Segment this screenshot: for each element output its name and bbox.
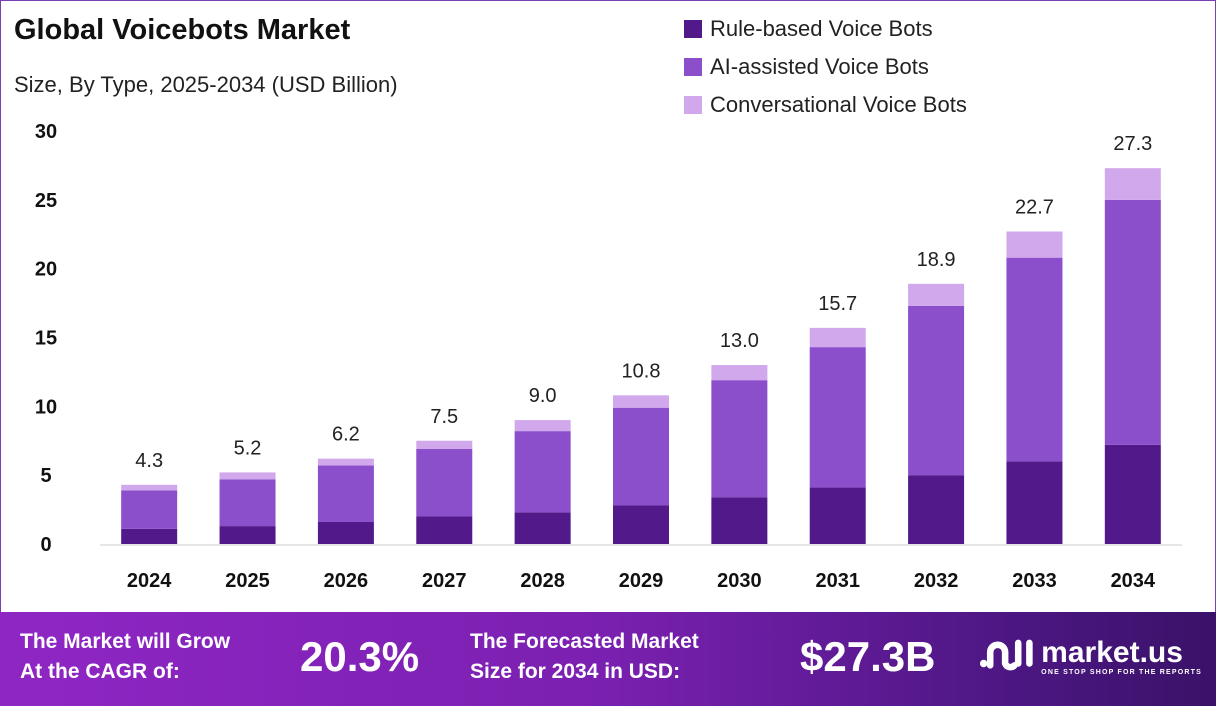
bar-segment-conversational xyxy=(809,327,866,348)
x-tick-label: 2025 xyxy=(225,570,270,592)
market-us-logo: market.us ONE STOP SHOP FOR THE REPORTS xyxy=(979,634,1202,678)
bar-total-label: 10.8 xyxy=(622,360,661,382)
x-tick-label: 2033 xyxy=(1012,570,1057,592)
bar-segment-ai-assisted xyxy=(613,407,669,506)
bar-segment-rule-based xyxy=(219,526,276,544)
bar-segment-conversational xyxy=(613,395,669,408)
cagr-value: 20.3% xyxy=(300,633,420,680)
bar-total-label: 5.2 xyxy=(234,437,262,459)
bar-segment-ai-assisted xyxy=(416,449,473,517)
logo-tagline: ONE STOP SHOP FOR THE REPORTS xyxy=(1041,668,1202,676)
bar-segment-rule-based xyxy=(809,487,866,544)
legend-item-rule-based: Rule-based Voice Bots xyxy=(684,10,967,48)
y-tick-label: 25 xyxy=(35,190,57,212)
bar-segment-rule-based xyxy=(121,528,178,544)
bar-segment-conversational xyxy=(219,472,276,480)
bar-segment-conversational xyxy=(416,440,473,450)
bar-segment-rule-based xyxy=(613,505,669,544)
bar-segment-ai-assisted xyxy=(1006,257,1063,462)
bar-segment-rule-based xyxy=(908,475,965,544)
legend-swatch xyxy=(684,58,702,76)
legend-label: AI-assisted Voice Bots xyxy=(710,54,929,79)
bar-total-label: 18.9 xyxy=(917,249,956,271)
bar-segment-conversational xyxy=(1006,231,1063,258)
bar-segment-conversational xyxy=(121,484,178,491)
bar-segment-conversational xyxy=(908,283,965,306)
bar-segment-ai-assisted xyxy=(1104,199,1161,445)
forecast-label-line: The Forecasted Market xyxy=(470,630,699,653)
chart-plot: 0510152025304.320245.220256.220267.52027… xyxy=(35,121,1182,592)
bar-segment-ai-assisted xyxy=(219,479,276,527)
x-tick-label: 2028 xyxy=(520,570,565,592)
chart-title: Global Voicebots Market xyxy=(14,14,351,46)
y-tick-label: 10 xyxy=(35,396,57,418)
bar-segment-conversational xyxy=(1104,168,1161,200)
legend-swatch xyxy=(684,20,702,38)
x-tick-label: 2034 xyxy=(1111,570,1156,592)
x-tick-label: 2030 xyxy=(717,570,762,592)
y-tick-label: 20 xyxy=(35,259,57,281)
cagr-label-line: At the CAGR of: xyxy=(20,660,180,683)
forecast-label: The Forecasted Market Size for 2034 in US… xyxy=(470,627,699,687)
bar-segment-ai-assisted xyxy=(908,305,965,476)
legend-label: Conversational Voice Bots xyxy=(710,92,967,117)
logo-icon xyxy=(980,639,1033,671)
bar-total-label: 27.3 xyxy=(1113,133,1152,155)
x-tick-label: 2032 xyxy=(914,570,959,592)
bar-segment-conversational xyxy=(317,458,374,466)
x-tick-label: 2026 xyxy=(324,570,369,592)
legend-item-ai-assisted: AI-assisted Voice Bots xyxy=(684,48,967,86)
legend: Rule-based Voice Bots AI-assisted Voice … xyxy=(684,10,967,124)
x-tick-label: 2029 xyxy=(619,570,664,592)
bar-segment-rule-based xyxy=(317,521,374,544)
bar-segment-ai-assisted xyxy=(317,465,374,522)
x-tick-label: 2024 xyxy=(127,570,172,592)
bar-total-label: 6.2 xyxy=(332,424,360,446)
logo-name: market.us xyxy=(1041,635,1183,669)
bar-segment-ai-assisted xyxy=(809,347,866,488)
bar-segment-conversational xyxy=(711,365,768,381)
bar-segment-rule-based xyxy=(1006,461,1063,544)
bar-segment-rule-based xyxy=(1104,444,1161,544)
x-tick-label: 2027 xyxy=(422,570,467,592)
bar-segment-rule-based xyxy=(711,497,768,544)
legend-swatch xyxy=(684,96,702,114)
bar-segment-ai-assisted xyxy=(121,490,178,529)
bar-total-label: 9.0 xyxy=(529,385,557,407)
bar-total-label: 4.3 xyxy=(135,450,163,472)
x-tick-label: 2031 xyxy=(815,570,860,592)
forecast-label-line: Size for 2034 in USD: xyxy=(470,660,681,683)
bar-segment-ai-assisted xyxy=(514,431,571,513)
bar-total-label: 13.0 xyxy=(720,330,759,352)
bar-segment-conversational xyxy=(514,420,571,432)
y-tick-label: 30 xyxy=(35,121,57,143)
cagr-label: The Market will Grow At the CAGR of: xyxy=(20,627,230,687)
bar-segment-ai-assisted xyxy=(711,380,768,498)
bar-segment-rule-based xyxy=(514,512,571,544)
bar-total-label: 7.5 xyxy=(430,406,458,428)
footer-banner: The Market will Grow At the CAGR of: 20.3… xyxy=(0,612,1216,706)
y-tick-label: 5 xyxy=(40,465,51,487)
legend-item-conversational: Conversational Voice Bots xyxy=(684,86,967,124)
bar-segment-rule-based xyxy=(416,516,473,544)
chart-subtitle: Size, By Type, 2025-2034 (USD Billion) xyxy=(14,72,398,97)
bar-total-label: 22.7 xyxy=(1015,196,1054,218)
bar-total-label: 15.7 xyxy=(818,293,857,315)
y-tick-label: 0 xyxy=(40,534,51,556)
y-tick-label: 15 xyxy=(35,328,57,350)
cagr-label-line: The Market will Grow xyxy=(20,630,231,653)
legend-label: Rule-based Voice Bots xyxy=(710,16,933,41)
forecast-value: $27.3B xyxy=(800,633,936,680)
